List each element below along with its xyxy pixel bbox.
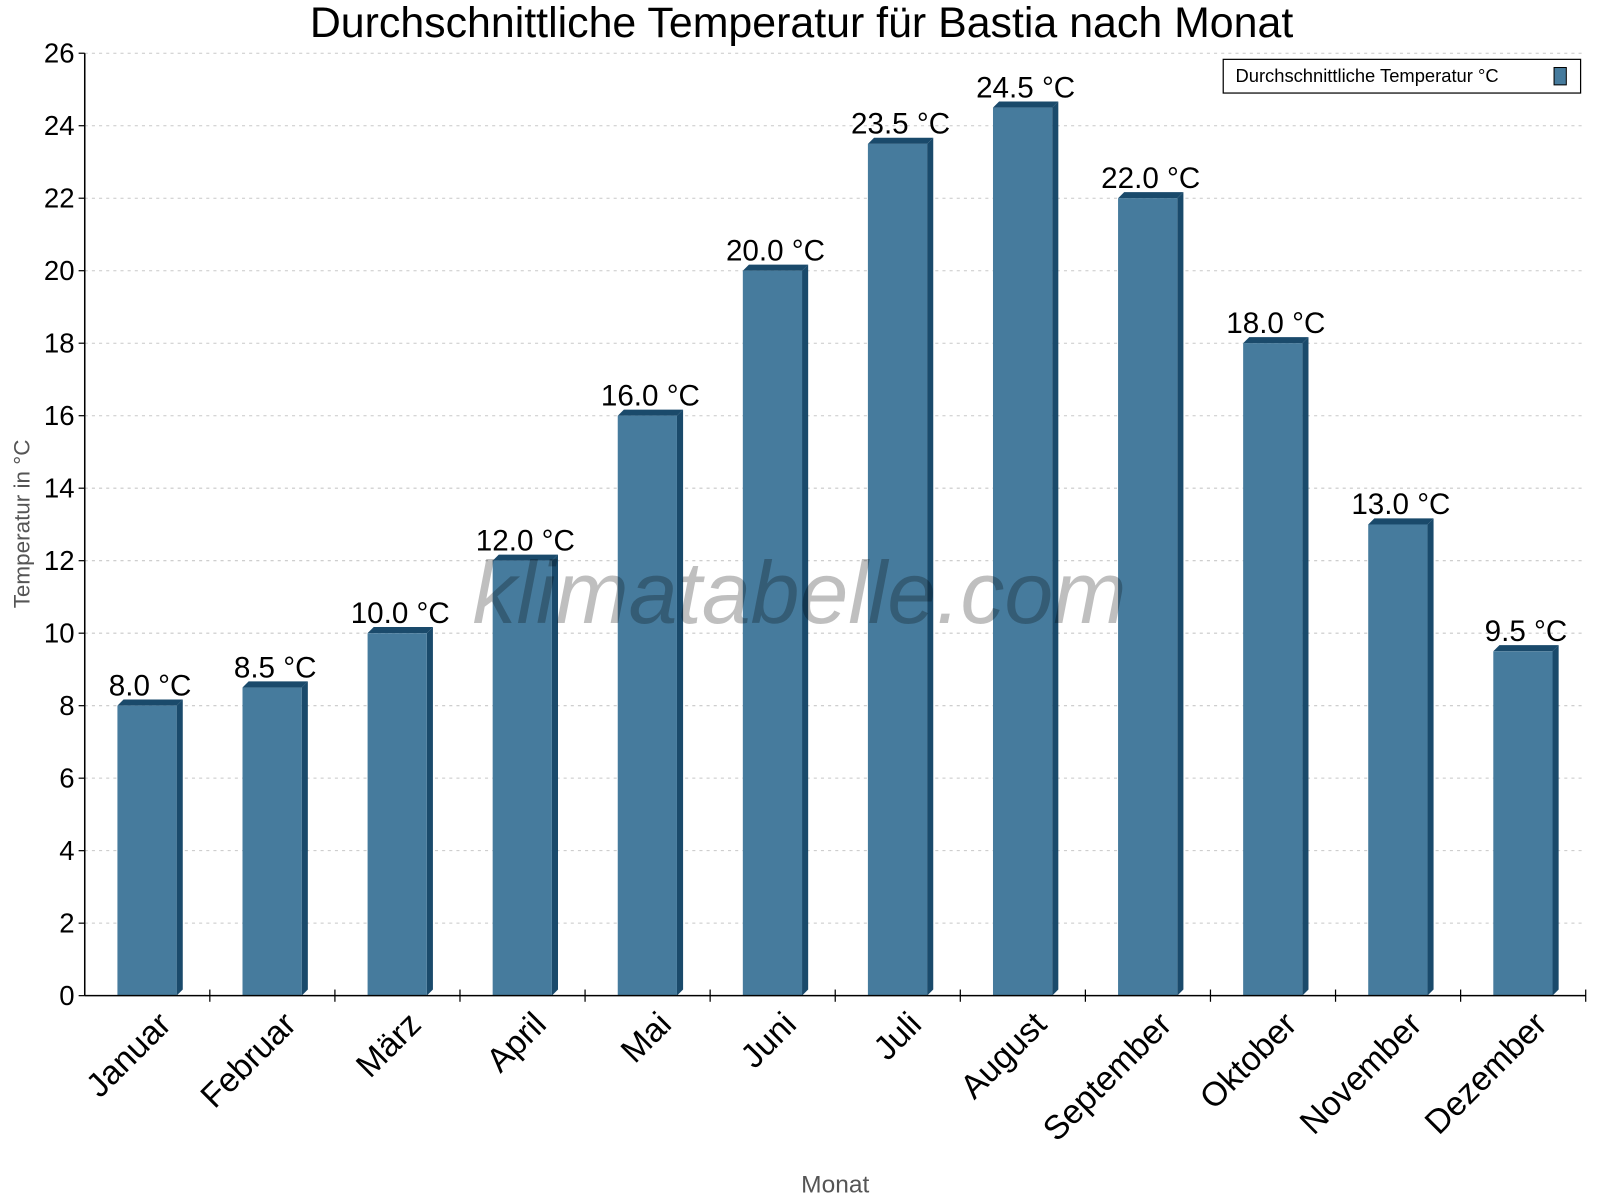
x-tick-label: Januar [79, 1006, 178, 1105]
bar [117, 705, 177, 996]
bars: 8.0 °C 8.5 °C 10.0 °C 12.0 °C 16.0 °C 20.0 °C… [109, 71, 1568, 996]
bar [367, 633, 427, 996]
data-label: 9.5 °C [1485, 615, 1568, 648]
bar-top [867, 137, 934, 144]
y-tick-label: 26 [44, 37, 75, 68]
y-tick-label: 10 [44, 617, 75, 648]
y-tick-label: 16 [44, 400, 75, 431]
y-tick-label: 4 [59, 835, 74, 866]
y-tick-label: 18 [44, 327, 75, 358]
bar-side [676, 409, 684, 996]
y-tick-label: 2 [59, 907, 74, 938]
data-label: 20.0 °C [726, 234, 825, 267]
bar [1493, 651, 1553, 996]
bar-top [492, 554, 559, 561]
legend-swatch [1553, 67, 1567, 86]
bar-side [1302, 337, 1309, 996]
bar-side [1552, 645, 1559, 996]
bar-side [176, 699, 183, 996]
x-tick-label: Mai [614, 1006, 679, 1071]
data-label: 10.0 °C [351, 597, 450, 630]
y-tick-label: 20 [44, 255, 75, 286]
x-tick-label: Juni [734, 1006, 804, 1076]
chart-title: Durchschnittliche Temperatur für Bastia … [310, 0, 1294, 47]
x-axis-label: Monat [801, 1172, 869, 1199]
data-label: 16.0 °C [601, 379, 700, 412]
y-tick-label: 0 [59, 980, 74, 1011]
bar-top [242, 681, 308, 688]
data-label: 12.0 °C [476, 524, 575, 557]
bar [242, 687, 302, 996]
x-tick-label: Februar [194, 1006, 304, 1116]
x-tick-label: Oktober [1193, 1006, 1304, 1117]
bar-side [301, 681, 308, 996]
y-tick-label: 8 [59, 690, 74, 721]
data-label: 24.5 °C [976, 71, 1075, 104]
bar [867, 143, 928, 996]
x-tick-label: Dezember [1418, 1006, 1554, 1142]
x-tick-label: März [350, 1006, 429, 1085]
watermark: klimatabelle.com [473, 544, 1127, 642]
bar [492, 560, 552, 996]
x-tick-label: September [1036, 1006, 1179, 1149]
bar-top [1118, 192, 1184, 199]
bar [1118, 198, 1178, 996]
bar-side [1052, 101, 1059, 996]
data-label: 13.0 °C [1351, 488, 1450, 521]
bar-top [1493, 645, 1559, 652]
legend[interactable]: Durchschnittliche Temperatur °C [1222, 58, 1582, 94]
y-tick-label: 14 [44, 472, 75, 503]
bar-top [742, 264, 809, 271]
bar [742, 270, 803, 996]
data-label: 8.0 °C [109, 669, 192, 702]
bar-top [1368, 518, 1434, 525]
bar [617, 415, 677, 996]
bar-side [927, 137, 934, 996]
x-tick-label: April [480, 1006, 554, 1080]
y-axis-label: Temperatur in °C [10, 440, 35, 609]
bar-side [1427, 518, 1434, 996]
bar-top [992, 101, 1059, 108]
bar-side [426, 627, 433, 996]
bar-top [117, 699, 183, 706]
y-tick-label: 22 [44, 182, 75, 213]
x-tick-label: August [954, 1005, 1055, 1106]
y-tick-label: 6 [59, 762, 74, 793]
bar [1243, 343, 1303, 996]
bar-side [551, 554, 559, 996]
data-label: 23.5 °C [851, 108, 950, 141]
bar-top [617, 409, 684, 416]
data-label: 22.0 °C [1101, 162, 1200, 195]
bar-top [367, 627, 433, 634]
bar [1368, 524, 1428, 996]
data-label: 18.0 °C [1226, 307, 1325, 340]
y-tick-label: 12 [44, 545, 75, 576]
x-tick-label: November [1293, 1006, 1429, 1142]
gridlines [84, 52, 1586, 924]
bar [992, 107, 1053, 996]
legend-box [1222, 58, 1582, 94]
data-label: 8.5 °C [234, 651, 317, 684]
bar-side [1177, 192, 1184, 996]
bar-top [1243, 337, 1309, 344]
legend-label: Durchschnittliche Temperatur °C [1235, 65, 1498, 86]
y-tick-label: 24 [44, 110, 75, 141]
x-tick-label: Juli [867, 1006, 929, 1068]
bar-side [802, 264, 809, 996]
